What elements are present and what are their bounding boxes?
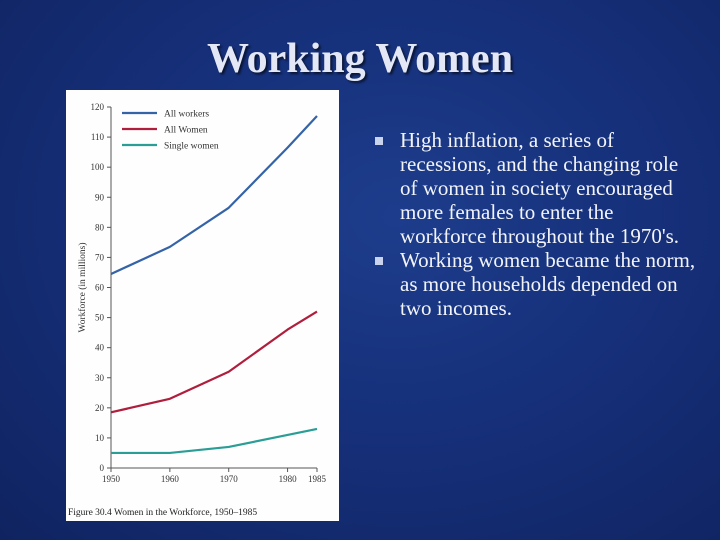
- slide-title: Working Women: [206, 36, 514, 82]
- square-bullet-icon: [375, 257, 383, 265]
- bullet-list: High inflation, a series of recessions, …: [368, 128, 698, 320]
- x-tick-label: 1980: [279, 474, 298, 484]
- series-line-all-workers: [110, 115, 318, 275]
- y-tick-label: 10: [95, 433, 105, 443]
- y-tick-label: 20: [95, 403, 105, 413]
- y-tick-label: 50: [95, 313, 105, 323]
- bullet-item-inflation: High inflation, a series of recessions, …: [368, 128, 698, 248]
- x-tick-label: 1950: [102, 474, 121, 484]
- series-line-single-women: [111, 427, 318, 455]
- figure-caption: Figure 30.4 Women in the Workforce, 1950…: [68, 508, 258, 518]
- legend-label: All Women: [164, 126, 208, 136]
- x-tick-label: 1970: [220, 474, 239, 484]
- y-tick-label: 40: [95, 343, 105, 353]
- y-axis-label: Workforce (in millions): [77, 243, 88, 333]
- bullet-item-norm: Working women became the norm, as more h…: [368, 248, 698, 320]
- y-tick-label: 60: [95, 283, 105, 293]
- y-tick-label: 100: [91, 162, 105, 172]
- y-tick-label: 70: [95, 252, 105, 262]
- x-tick-label: 1985: [308, 474, 327, 484]
- figure-panel: 0 10 20 30 40 50 60 70 80 90 100 110 120 1950 1960 1970…: [66, 90, 339, 521]
- y-tick-label: 90: [95, 192, 105, 202]
- y-tick-label: 0: [100, 463, 105, 473]
- square-bullet-icon: [375, 137, 383, 145]
- y-tick-label: 30: [95, 373, 105, 383]
- bullet-text: High inflation, a series of recessions, …: [400, 128, 680, 248]
- workforce-line-chart: 0 10 20 30 40 50 60 70 80 90 100 110 120 1950 1960 1970…: [77, 102, 327, 484]
- y-tick-label: 120: [91, 102, 105, 112]
- y-tick-label: 110: [91, 132, 105, 142]
- legend-label: All workers: [164, 110, 209, 120]
- x-tick-label: 1960: [161, 474, 180, 484]
- legend-label: Single women: [164, 142, 219, 152]
- bullet-text: Working women became the norm, as more h…: [400, 248, 696, 320]
- series-line-all-women: [110, 310, 318, 414]
- y-tick-label: 80: [95, 222, 105, 232]
